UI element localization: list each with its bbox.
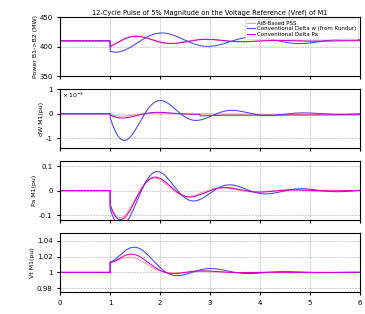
Conventional Delta w (from Kundur) (357, 38, 362, 41)
Conventional Delta Pa (192, 38, 197, 42)
AiB-Based PSS (108, 45, 112, 49)
Conventional Delta Pa (357, 39, 362, 43)
Line: Conventional Delta w (from Kundur): Conventional Delta w (from Kundur) (60, 33, 360, 52)
Conventional Delta w (from Kundur) (160, 31, 164, 35)
Conventional Delta w (from Kundur) (192, 42, 197, 46)
AiB-Based PSS (355, 39, 360, 43)
Conventional Delta Pa (128, 35, 132, 39)
Y-axis label: Power B1->B2 (MW): Power B1->B2 (MW) (33, 15, 38, 78)
Conventional Delta Pa (108, 45, 112, 48)
Y-axis label: Pa M1(pu): Pa M1(pu) (32, 175, 38, 206)
Title: 12-Cycle Pulse of 5% Magnitude on the Voltage Reference (Vref) of M1: 12-Cycle Pulse of 5% Magnitude on the Vo… (92, 9, 327, 16)
Line: AiB-Based PSS: AiB-Based PSS (60, 36, 360, 47)
Y-axis label: dW M1(pu): dW M1(pu) (39, 102, 44, 136)
Conventional Delta Pa (355, 39, 360, 43)
AiB-Based PSS (58, 39, 62, 43)
Line: Conventional Delta Pa: Conventional Delta Pa (60, 36, 360, 46)
Conventional Delta Pa (58, 39, 62, 43)
AiB-Based PSS (128, 35, 132, 39)
AiB-Based PSS (171, 41, 175, 45)
Conventional Delta Pa (131, 35, 135, 38)
Conventional Delta w (from Kundur) (58, 39, 62, 43)
Conventional Delta w (from Kundur) (171, 33, 175, 37)
AiB-Based PSS (131, 34, 135, 38)
Conventional Delta Pa (171, 41, 175, 45)
Conventional Delta w (from Kundur) (355, 38, 360, 41)
Conventional Delta w (from Kundur) (129, 45, 134, 49)
Conventional Delta Pa (134, 35, 139, 38)
Text: $\times\,10^{-3}$: $\times\,10^{-3}$ (62, 90, 84, 100)
AiB-Based PSS (129, 35, 134, 38)
AiB-Based PSS (357, 39, 362, 43)
Legend: AiB-Based PSS, Conventional Delta w (from Kundur), Conventional Delta Pa: AiB-Based PSS, Conventional Delta w (fro… (245, 19, 358, 39)
Y-axis label: Vt M1(pu): Vt M1(pu) (30, 247, 35, 278)
Conventional Delta w (from Kundur) (114, 50, 118, 54)
Conventional Delta w (from Kundur) (131, 44, 135, 48)
Conventional Delta w (from Kundur) (128, 46, 132, 50)
AiB-Based PSS (133, 34, 137, 38)
Conventional Delta Pa (129, 35, 134, 39)
AiB-Based PSS (192, 38, 197, 42)
